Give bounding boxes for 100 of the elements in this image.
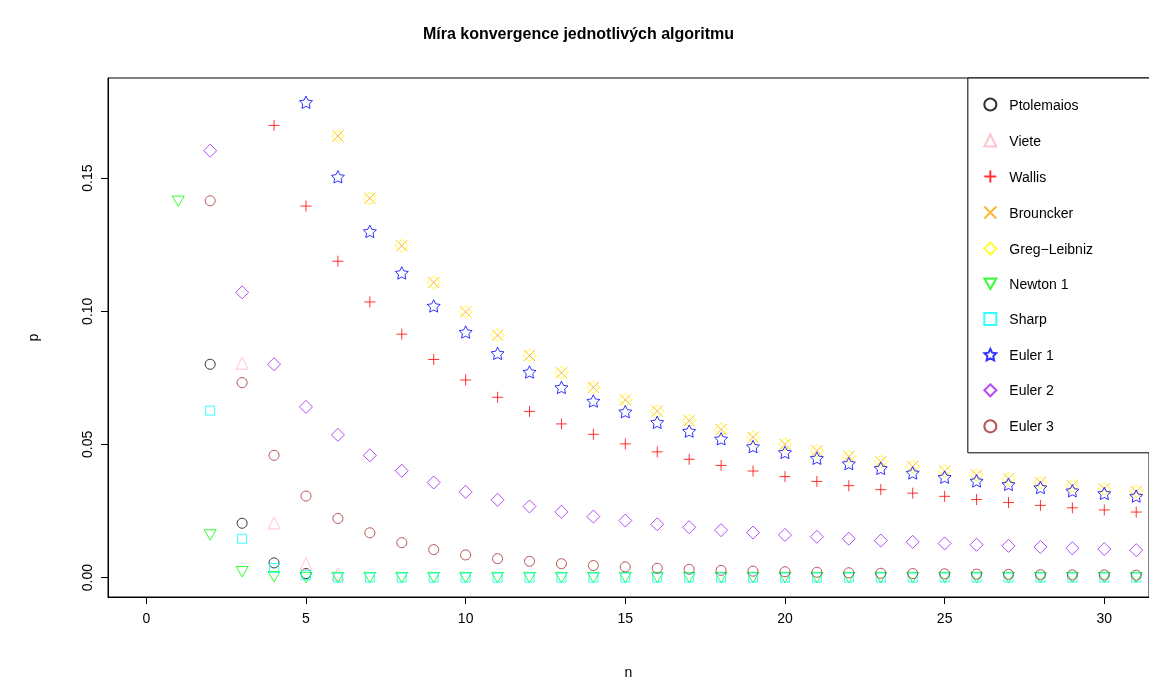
point	[1034, 499, 1047, 512]
point	[1066, 501, 1079, 514]
point	[779, 566, 791, 578]
point	[395, 328, 408, 341]
point	[491, 391, 504, 404]
point	[1002, 496, 1015, 509]
point	[428, 544, 440, 556]
point	[778, 470, 791, 483]
point	[394, 463, 409, 478]
point	[554, 504, 569, 519]
legend-label: Euler 3	[1009, 418, 1054, 435]
point	[269, 562, 280, 573]
point	[524, 555, 536, 567]
point	[332, 512, 344, 524]
point	[1097, 542, 1112, 557]
point	[970, 493, 983, 506]
point	[237, 533, 248, 544]
point	[682, 520, 697, 535]
chart-title: Míra konvergence jednotlivých algoritmu	[422, 24, 735, 42]
point	[203, 529, 217, 541]
point	[715, 564, 727, 576]
point	[777, 445, 792, 460]
point	[267, 571, 281, 583]
point	[459, 373, 472, 386]
point	[331, 255, 344, 268]
point	[460, 549, 472, 561]
point	[746, 525, 761, 540]
point	[1098, 503, 1111, 516]
point	[905, 466, 920, 480]
point	[1129, 489, 1144, 503]
point	[267, 516, 281, 530]
point	[490, 346, 505, 361]
point	[683, 453, 696, 466]
point	[650, 415, 665, 430]
point	[969, 537, 984, 552]
point	[651, 562, 663, 574]
point	[554, 380, 569, 395]
x-tick-label: 25	[936, 610, 953, 626]
point	[204, 358, 216, 370]
legend-label: Newton 1	[1009, 275, 1069, 292]
y-tick-label: 0.10	[79, 297, 95, 325]
point	[268, 557, 280, 569]
point	[587, 428, 600, 441]
point	[810, 475, 823, 488]
point	[236, 517, 248, 529]
point	[268, 119, 281, 132]
x-tick-label: 20	[777, 610, 793, 626]
point	[619, 561, 631, 573]
point	[1001, 538, 1016, 553]
point	[205, 405, 216, 416]
point	[1129, 543, 1144, 558]
point	[841, 531, 856, 546]
point	[873, 461, 888, 476]
point	[1065, 484, 1080, 498]
point	[873, 533, 888, 548]
point	[842, 479, 855, 492]
point	[715, 459, 728, 472]
point	[809, 451, 824, 465]
point	[747, 465, 760, 478]
point	[906, 487, 919, 500]
point	[362, 448, 377, 463]
legend-label: Sharp	[1009, 310, 1047, 327]
point	[267, 357, 282, 372]
point	[268, 449, 280, 461]
point	[586, 509, 601, 524]
point	[203, 143, 218, 158]
point	[937, 470, 952, 484]
point	[714, 432, 729, 446]
point	[394, 266, 409, 280]
y-axis-title: p	[25, 333, 41, 342]
point	[426, 475, 441, 490]
point	[811, 566, 823, 578]
point	[235, 566, 249, 578]
point	[362, 224, 377, 239]
point	[426, 299, 441, 313]
point	[841, 456, 856, 471]
point	[651, 445, 664, 458]
point	[522, 365, 537, 379]
legend-label: Wallis	[1009, 168, 1047, 185]
point	[1130, 506, 1143, 519]
y-tick-label: 0.05	[79, 430, 95, 459]
point	[586, 394, 601, 408]
point	[298, 95, 313, 109]
point	[1001, 477, 1016, 492]
point	[330, 427, 345, 442]
point	[937, 536, 952, 551]
point	[555, 558, 567, 570]
point	[1003, 568, 1014, 580]
point	[555, 417, 568, 430]
legend-label: Euler 2	[1009, 382, 1054, 399]
point	[363, 295, 376, 308]
point	[683, 563, 695, 575]
point	[204, 195, 216, 207]
legend-label: Brouncker	[1009, 204, 1074, 221]
point	[619, 437, 632, 450]
point	[714, 523, 729, 538]
point	[364, 527, 376, 539]
y-tick-label: 0.00	[79, 563, 95, 592]
point	[971, 568, 983, 580]
point	[458, 325, 473, 339]
